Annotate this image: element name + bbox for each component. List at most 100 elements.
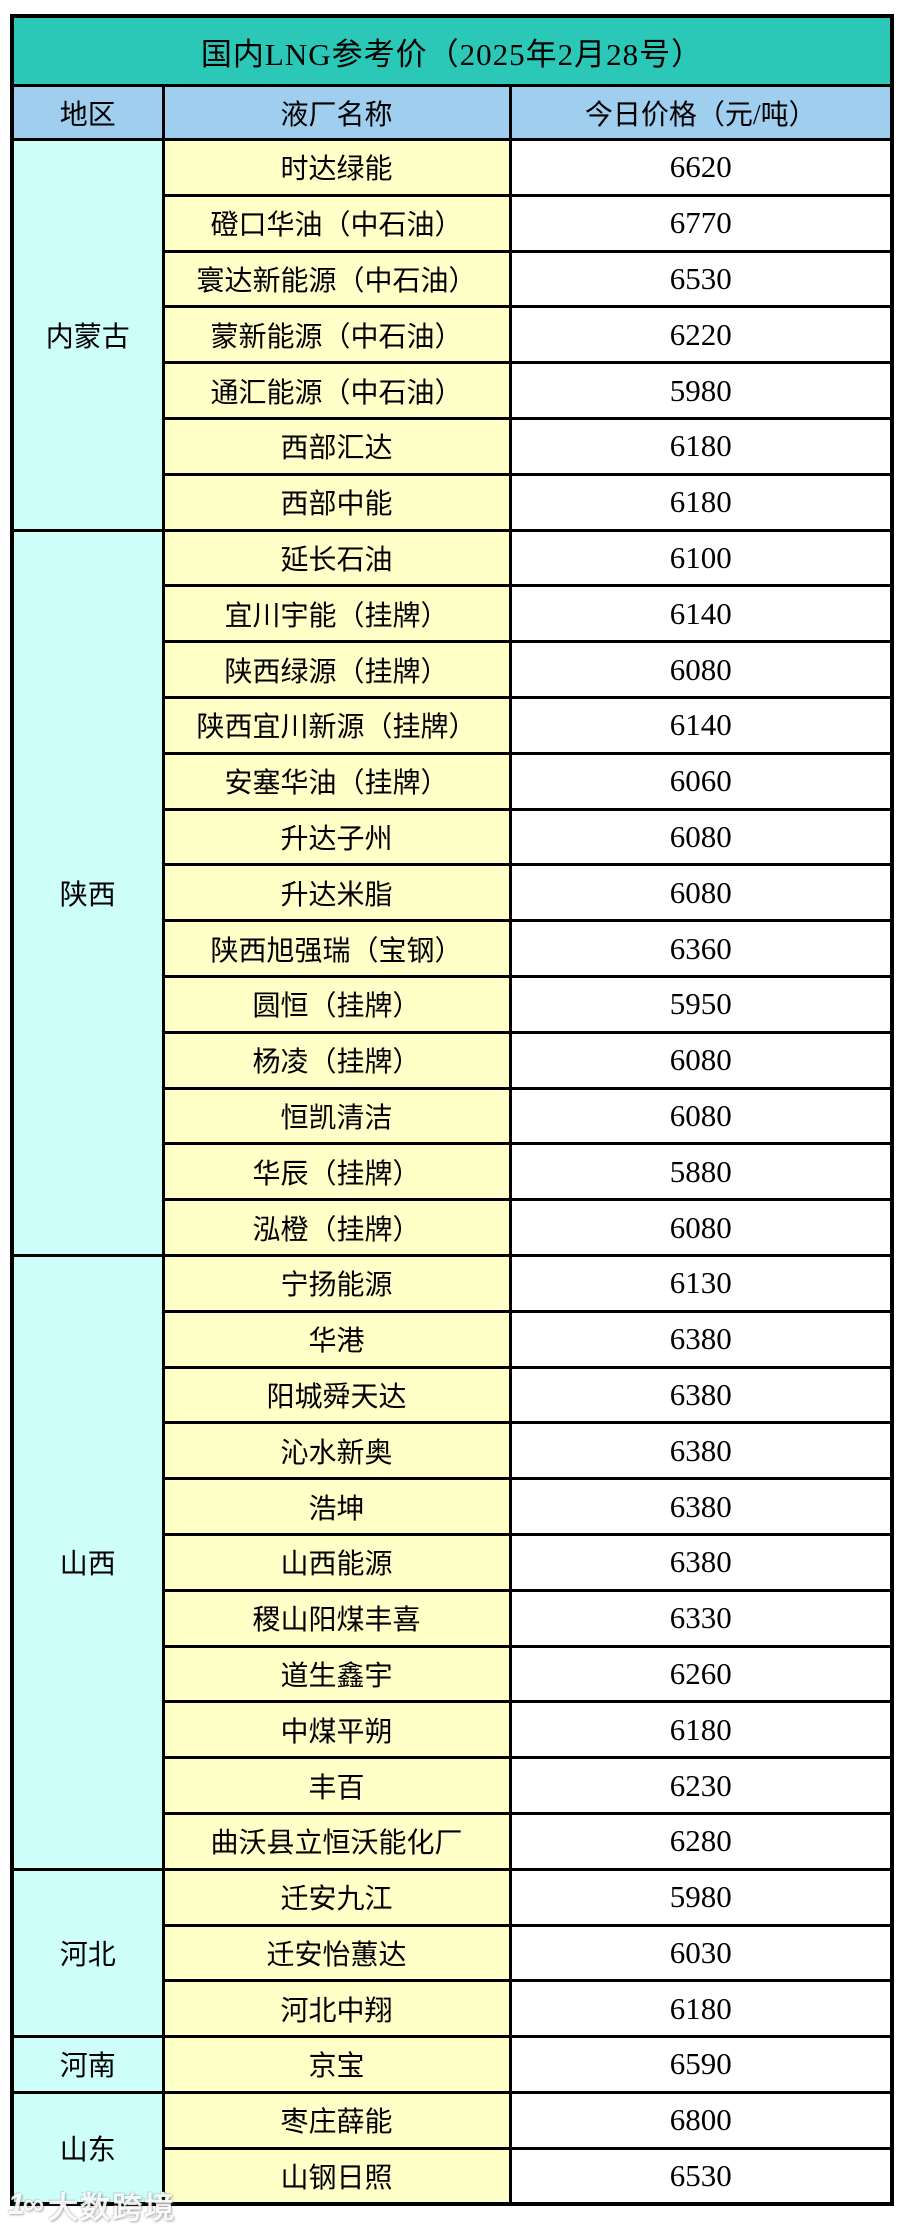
plant-name-cell: 陕西旭强瑞（宝钢） xyxy=(161,919,512,978)
price-cell: 6080 xyxy=(508,640,894,699)
price-cell: 6620 xyxy=(508,138,894,197)
price-cell: 6380 xyxy=(508,1477,894,1536)
table-row: 中煤平朔 6180 xyxy=(12,1700,894,1760)
price-cell: 6260 xyxy=(508,1644,894,1704)
table-row: 山西能源 6380 xyxy=(12,1532,894,1592)
price-cell: 6280 xyxy=(508,1811,894,1871)
plant-name-cell: 稷山阳煤丰喜 xyxy=(161,1588,512,1648)
plant-name-cell: 宁扬能源 xyxy=(161,1253,512,1313)
price-cell: 6180 xyxy=(508,416,894,476)
plant-name-cell: 蒙新能源（中石油） xyxy=(161,305,512,365)
price-cell: 6380 xyxy=(508,1421,894,1481)
table-row: 稷山阳煤丰喜 6330 xyxy=(12,1588,894,1648)
table-row: 内蒙古 时达绿能 6620 xyxy=(10,138,894,532)
price-cell: 6360 xyxy=(508,919,894,978)
plant-name-cell: 通汇能源（中石油） xyxy=(161,361,512,420)
table-row: 迁安怡蕙达 6030 xyxy=(12,1923,894,1983)
region-cell: 内蒙古 xyxy=(10,138,165,532)
price-cell: 6030 xyxy=(508,1923,894,1983)
table-row: 华港 6380 xyxy=(12,1309,894,1369)
table-row: 山钢日照 6530 xyxy=(12,2146,894,2206)
table-row: 升达子州 6080 xyxy=(12,807,894,867)
price-cell: 6220 xyxy=(508,305,894,365)
price-cell: 6060 xyxy=(508,751,894,811)
price-cell: 6530 xyxy=(508,249,894,309)
table-row: 宜川宇能（挂牌） 6140 xyxy=(12,584,894,644)
plant-name-cell: 陕西宜川新源（挂牌） xyxy=(161,695,512,755)
table-title: 国内LNG参考价（2025年2月28号） xyxy=(10,14,894,87)
price-cell: 6140 xyxy=(508,584,894,644)
plant-name-cell: 京宝 xyxy=(161,2035,512,2094)
price-cell: 6140 xyxy=(508,695,894,755)
region-cell: 山西 xyxy=(10,1253,165,1871)
table-row: 河北 迁安九江 5980 xyxy=(10,1867,894,2039)
region-cell: 河南 xyxy=(10,2035,165,2094)
price-cell: 6800 xyxy=(508,2090,894,2150)
table-row: 西部汇达 6180 xyxy=(12,416,894,476)
price-cell: 6100 xyxy=(508,528,894,588)
table-row: 山东 枣庄薛能 6800 xyxy=(10,2090,894,2206)
plant-name-cell: 寰达新能源（中石油） xyxy=(161,249,512,309)
table-row: 道生鑫宇 6260 xyxy=(12,1644,894,1704)
plant-name-cell: 泓橙（挂牌） xyxy=(161,1198,512,1257)
table-row: 恒凯清洁 6080 xyxy=(12,1086,894,1146)
table-row: 曲沃县立恒沃能化厂 6280 xyxy=(12,1811,894,1871)
table-row: 河北中翔 6180 xyxy=(12,1979,894,2039)
plant-name-cell: 迁安怡蕙达 xyxy=(161,1923,512,1983)
price-cell: 6380 xyxy=(508,1309,894,1369)
plant-name-cell: 华港 xyxy=(161,1309,512,1369)
plant-name-cell: 曲沃县立恒沃能化厂 xyxy=(161,1811,512,1871)
price-cell: 6530 xyxy=(508,2146,894,2206)
plant-name-cell: 西部汇达 xyxy=(161,416,512,476)
price-cell: 6590 xyxy=(508,2035,894,2094)
plant-name-cell: 升达米脂 xyxy=(161,863,512,923)
title-row: 国内LNG参考价（2025年2月28号） xyxy=(10,14,894,87)
table-row: 通汇能源（中石油） 5980 xyxy=(12,361,894,420)
plant-name-cell: 时达绿能 xyxy=(161,138,512,197)
price-cell: 5950 xyxy=(508,974,894,1034)
price-cell: 5980 xyxy=(508,361,894,420)
table-row: 河南 京宝 6590 xyxy=(10,2035,894,2094)
table-row: 泓橙（挂牌） 6080 xyxy=(12,1198,894,1257)
price-cell: 6380 xyxy=(508,1532,894,1592)
table-row: 华辰（挂牌） 5880 xyxy=(12,1142,894,1202)
table-row: 沁水新奥 6380 xyxy=(12,1421,894,1481)
table-row: 磴口华油（中石油） 6770 xyxy=(12,193,894,253)
column-header-plant: 液厂名称 xyxy=(161,84,512,141)
table-row: 升达米脂 6080 xyxy=(12,863,894,923)
plant-name-cell: 山西能源 xyxy=(161,1532,512,1592)
price-table-body: 内蒙古 时达绿能 6620 磴口华油（中石油） 6770 寰达新能源（中石油） 6530 蒙新… xyxy=(10,138,894,2206)
table-row: 山西 宁扬能源 6130 xyxy=(10,1253,894,1871)
price-cell: 6770 xyxy=(508,193,894,253)
table-row: 浩坤 6380 xyxy=(12,1477,894,1536)
plant-name-cell: 杨凌（挂牌） xyxy=(161,1030,512,1090)
price-cell: 6130 xyxy=(508,1253,894,1313)
plant-name-cell: 道生鑫宇 xyxy=(161,1644,512,1704)
price-table: 国内LNG参考价（2025年2月28号） 地区 液厂名称 今日价格（元/吨） 内… xyxy=(10,14,895,2207)
table-row: 陕西旭强瑞（宝钢） 6360 xyxy=(12,919,894,978)
table-row: 陕西宜川新源（挂牌） 6140 xyxy=(12,695,894,755)
plant-name-cell: 西部中能 xyxy=(161,472,512,532)
table-row: 杨凌（挂牌） 6080 xyxy=(12,1030,894,1090)
column-header-region: 地区 xyxy=(10,84,165,141)
price-cell: 6380 xyxy=(508,1365,894,1425)
column-header-row: 地区 液厂名称 今日价格（元/吨） xyxy=(10,84,894,141)
plant-name-cell: 迁安九江 xyxy=(161,1867,512,1927)
price-cell: 6230 xyxy=(508,1756,894,1815)
table-row: 蒙新能源（中石油） 6220 xyxy=(12,305,894,365)
plant-name-cell: 安塞华油（挂牌） xyxy=(161,751,512,811)
plant-name-cell: 山钢日照 xyxy=(161,2146,512,2206)
price-cell: 6180 xyxy=(508,472,894,532)
region-cell: 陕西 xyxy=(10,528,165,1257)
plant-name-cell: 陕西绿源（挂牌） xyxy=(161,640,512,699)
plant-name-cell: 延长石油 xyxy=(161,528,512,588)
plant-name-cell: 沁水新奥 xyxy=(161,1421,512,1481)
table-row: 丰百 6230 xyxy=(12,1756,894,1815)
plant-name-cell: 阳城舜天达 xyxy=(161,1365,512,1425)
plant-name-cell: 浩坤 xyxy=(161,1477,512,1536)
plant-name-cell: 宜川宇能（挂牌） xyxy=(161,584,512,644)
price-cell: 6080 xyxy=(508,807,894,867)
table-row: 安塞华油（挂牌） 6060 xyxy=(12,751,894,811)
price-cell: 5880 xyxy=(508,1142,894,1202)
price-cell: 6180 xyxy=(508,1700,894,1760)
